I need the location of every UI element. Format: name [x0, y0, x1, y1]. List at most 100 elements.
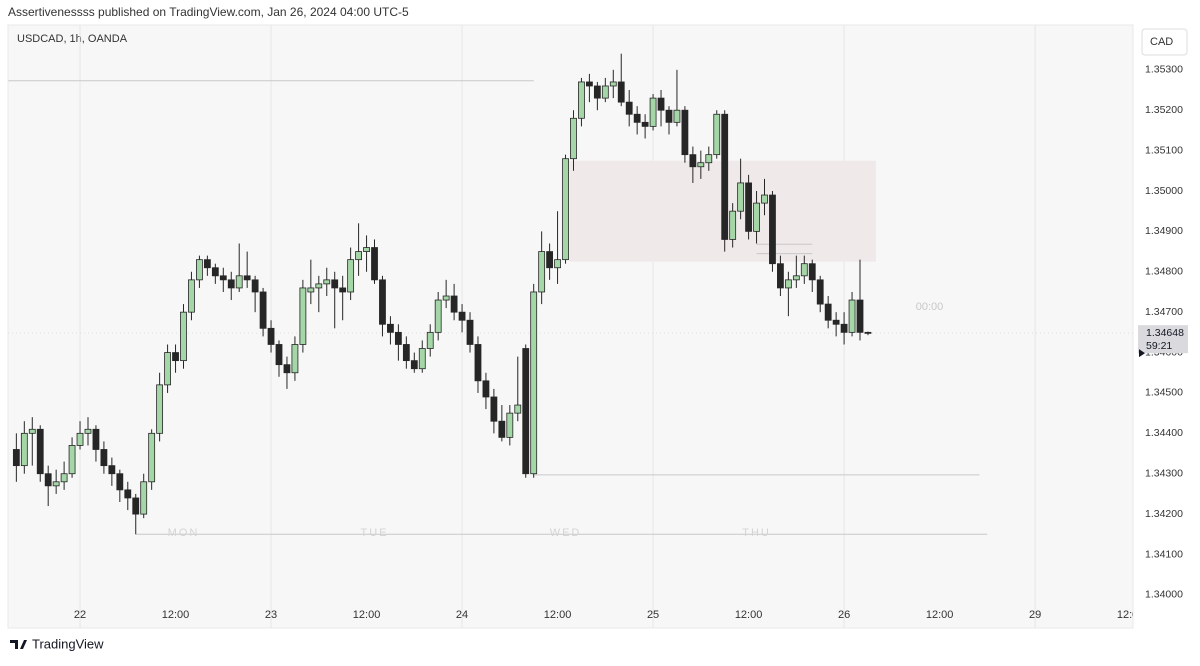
candle-body — [442, 295, 450, 301]
candle-body — [745, 182, 752, 232]
candle-body — [172, 352, 179, 362]
candle-body — [761, 194, 768, 204]
candle-body — [347, 259, 355, 293]
candle-body — [681, 109, 689, 156]
candle-body — [617, 81, 625, 103]
candle-body — [188, 279, 195, 313]
candle-body — [379, 279, 386, 325]
candle-body — [458, 311, 466, 321]
candle-body — [609, 81, 617, 87]
candle-body — [657, 97, 665, 111]
candle-body — [784, 279, 792, 289]
candle-body — [450, 295, 458, 313]
y-tick-label: 1.34300 — [1145, 467, 1183, 479]
candle-body — [546, 251, 554, 269]
last-price: 1.34648 — [1146, 327, 1184, 339]
countdown: 59:21 — [1146, 340, 1172, 352]
candle-body — [665, 109, 673, 123]
candle-body — [371, 247, 378, 281]
candle-body — [323, 279, 331, 285]
currency-button[interactable] — [1141, 28, 1188, 56]
candle-body — [196, 259, 203, 281]
price-marker — [1139, 349, 1145, 358]
x-tick-label: 12:00 — [544, 609, 572, 621]
y-tick-label: 1.35000 — [1145, 185, 1183, 197]
candle-body — [649, 97, 657, 127]
candle-body — [156, 384, 164, 434]
x-tick-label: 12:00 — [162, 609, 190, 621]
candle-body — [601, 85, 609, 99]
x-tick-label: 22 — [74, 609, 86, 621]
x-tick-label: 24 — [456, 609, 468, 621]
candle-body — [299, 287, 307, 345]
candle-body — [434, 299, 442, 333]
candle-body — [777, 263, 784, 289]
candle-body — [402, 344, 410, 362]
candle-body — [689, 154, 697, 168]
day-label: TUE — [361, 527, 389, 539]
candle-body — [36, 428, 44, 475]
y-tick-label: 1.34400 — [1145, 427, 1183, 439]
candle-body — [864, 331, 872, 334]
y-tick-label: 1.34900 — [1145, 225, 1183, 237]
candle-body — [737, 182, 745, 212]
candle-body — [410, 360, 418, 370]
candle-body — [52, 481, 60, 487]
candle-body — [28, 428, 36, 434]
candle-body — [116, 473, 124, 491]
candle-body — [291, 344, 299, 374]
candle-body — [593, 85, 601, 99]
day-label: THU — [742, 527, 771, 539]
price-label-box — [1138, 325, 1188, 354]
candle-body — [68, 445, 76, 475]
x-tick-label: 26 — [838, 609, 850, 621]
y-tick-label: 1.34700 — [1145, 306, 1183, 318]
candle-body — [211, 267, 219, 277]
candle-body — [482, 380, 490, 398]
candle-body — [164, 352, 171, 386]
candle-body — [848, 299, 856, 333]
candle-body — [729, 210, 737, 240]
candle-body — [315, 283, 323, 289]
candle-body — [697, 162, 705, 168]
y-tick-label: 1.35300 — [1145, 64, 1183, 76]
candle-body — [753, 202, 760, 232]
y-tick-label: 1.34100 — [1145, 548, 1183, 560]
logo — [10, 640, 27, 649]
candle-body — [132, 497, 140, 515]
candle-body — [140, 481, 148, 515]
candle-body — [283, 364, 291, 374]
x-tick-label: 12:00 — [735, 609, 763, 621]
candle-body — [92, 428, 100, 450]
candle-body — [824, 303, 832, 321]
candle-body — [641, 121, 649, 127]
candle-body — [108, 465, 116, 475]
y-tick-label: 1.35200 — [1145, 104, 1183, 116]
candle-body — [554, 259, 561, 269]
candle-body — [816, 279, 824, 305]
candle-body — [474, 344, 482, 382]
candle-body — [251, 279, 259, 293]
candle-body — [60, 473, 68, 483]
y-tick-label: 1.34000 — [1145, 589, 1183, 601]
candle-body — [355, 251, 362, 261]
currency-label: CAD — [1150, 36, 1173, 48]
candle-body — [673, 109, 681, 123]
y-tick-label: 1.35100 — [1145, 144, 1183, 156]
candle-body — [490, 396, 498, 422]
candle-body — [227, 279, 235, 289]
candle-body — [808, 263, 816, 281]
candle-body — [235, 275, 243, 289]
candle-body — [578, 81, 585, 119]
candle-body — [418, 348, 426, 370]
candle-body — [498, 420, 506, 438]
candle-body — [562, 158, 569, 261]
candle-body — [840, 323, 848, 333]
candle-body — [522, 348, 530, 475]
candle-body — [124, 489, 132, 499]
day-label: WED — [550, 527, 582, 539]
candle-body — [84, 428, 92, 434]
candle-body — [275, 344, 283, 366]
candle-body — [203, 259, 211, 269]
